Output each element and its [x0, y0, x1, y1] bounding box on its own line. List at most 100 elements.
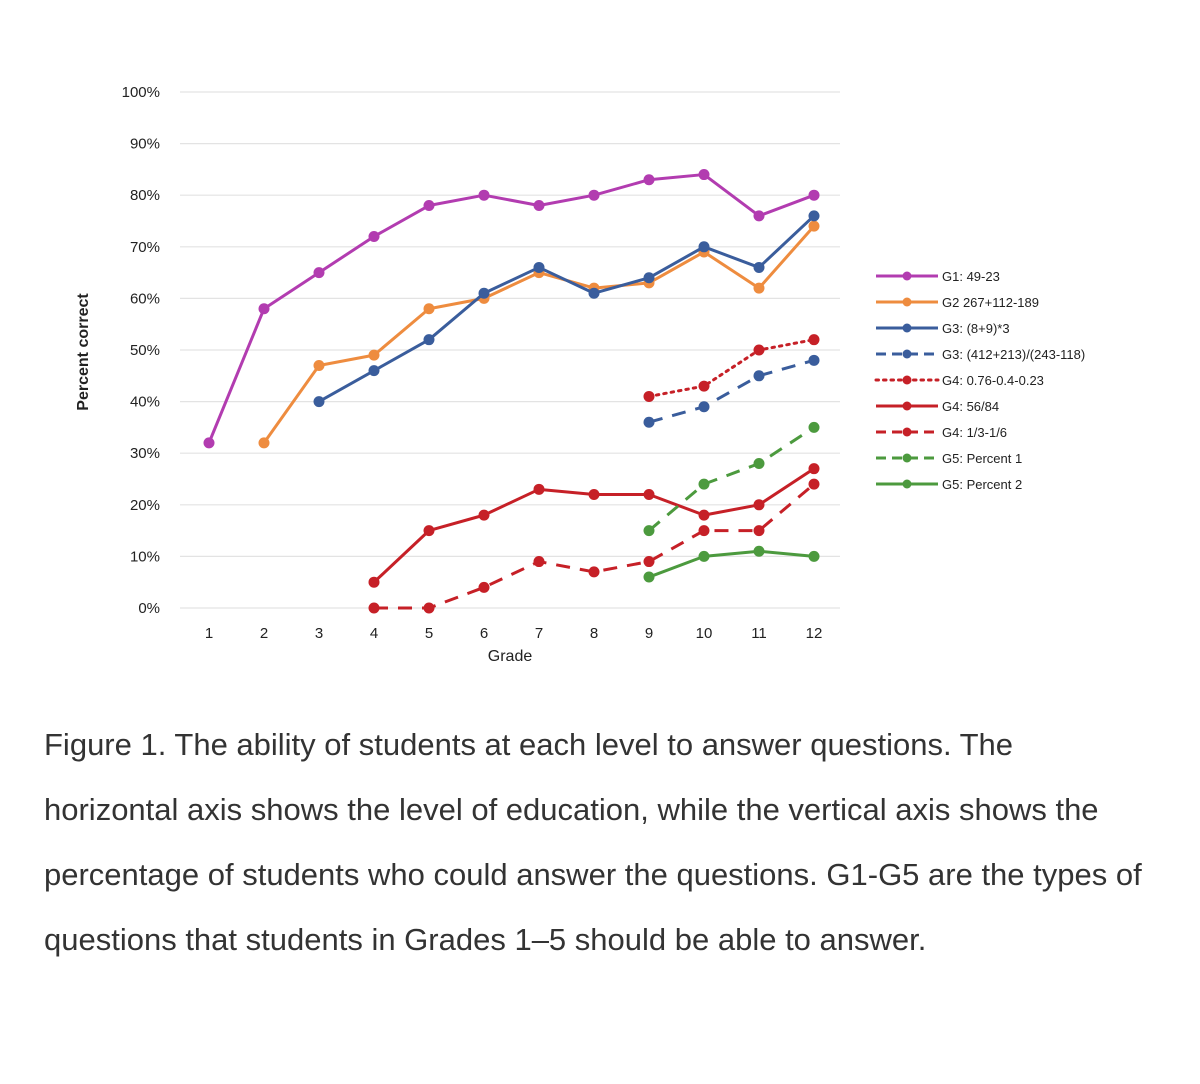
data-point [808, 210, 820, 222]
y-tick-label: 0% [138, 600, 160, 617]
legend-item: G2 267+112-189 [876, 295, 1039, 310]
series-line [207, 173, 815, 444]
data-point [808, 478, 820, 490]
data-point [698, 401, 710, 413]
data-point [698, 380, 710, 392]
legend-label: G1: 49-23 [942, 269, 1000, 284]
legend-label: G4: 0.76-0.4-0.23 [942, 373, 1044, 388]
data-point [698, 550, 710, 562]
data-point [368, 602, 380, 614]
x-tick-label: 4 [370, 625, 378, 642]
legend-label: G5: Percent 2 [942, 477, 1022, 492]
data-point [203, 437, 215, 449]
data-point [643, 556, 655, 568]
series-line [647, 338, 816, 398]
data-point [753, 210, 765, 222]
data-point [423, 602, 435, 614]
data-point [753, 525, 765, 537]
data-point [808, 421, 820, 433]
data-point [368, 365, 380, 377]
y-tick-label: 70% [130, 239, 160, 256]
series-line [372, 467, 815, 584]
series-line [374, 483, 815, 610]
x-tick-label: 6 [480, 625, 488, 642]
data-point [478, 287, 490, 299]
data-point [533, 556, 545, 568]
legend-item: G3: (8+9)*3 [876, 321, 1010, 336]
y-axis-tick-labels: 0% 10% 20% 30% 40% 50% 60% 70% 80% 90% 100% [122, 84, 160, 617]
y-tick-label: 100% [122, 84, 160, 101]
x-tick-label: 9 [645, 625, 653, 642]
x-tick-label: 11 [751, 625, 767, 642]
legend-label: G4: 56/84 [942, 399, 999, 414]
y-tick-label: 80% [130, 187, 160, 204]
data-point [423, 303, 435, 315]
legend-marker [902, 427, 912, 437]
data-point [588, 287, 600, 299]
legend-item: G4: 1/3-1/6 [876, 425, 1007, 440]
series-6 [368, 463, 820, 588]
legend-marker [902, 479, 912, 489]
data-point [533, 483, 545, 495]
data-point [808, 354, 820, 366]
data-point [643, 525, 655, 537]
data-point [698, 478, 710, 490]
y-tick-label: 30% [130, 445, 160, 462]
data-point [753, 545, 765, 557]
x-tick-label: 10 [696, 625, 713, 642]
legend-item: G1: 49-23 [876, 269, 1000, 284]
series-line [648, 549, 815, 579]
series-line [648, 358, 815, 424]
data-point [258, 437, 270, 449]
data-point [643, 571, 655, 583]
x-tick-label: 1 [205, 625, 213, 642]
legend-marker [902, 271, 912, 281]
legend-item: G4: 0.76-0.4-0.23 [874, 373, 1044, 388]
series-8 [643, 421, 820, 537]
data-point [753, 499, 765, 511]
data-point [698, 169, 710, 181]
y-tick-label: 90% [130, 136, 160, 153]
data-point [698, 241, 710, 253]
data-point [753, 282, 765, 294]
gridlines [180, 91, 840, 609]
x-tick-label: 12 [806, 625, 823, 642]
data-point [588, 189, 600, 201]
data-point [643, 390, 655, 402]
legend: G1: 49-23 G2 267+112-189 G3: (8+9)*3 G3: (4… [874, 269, 1085, 492]
legend-marker [902, 401, 912, 411]
y-tick-label: 60% [130, 290, 160, 307]
legend-marker [902, 375, 912, 385]
x-tick-label: 8 [590, 625, 598, 642]
data-point [258, 303, 270, 315]
data-point [423, 200, 435, 212]
data-point [313, 267, 325, 279]
legend-label: G5: Percent 1 [942, 451, 1022, 466]
series-3 [313, 210, 820, 408]
series-lines [203, 169, 820, 614]
series-5 [643, 334, 820, 402]
data-point [478, 189, 490, 201]
data-point [313, 359, 325, 371]
legend-marker [902, 349, 912, 359]
series-9 [643, 545, 820, 583]
data-point [423, 334, 435, 346]
x-tick-label: 3 [315, 625, 323, 642]
y-tick-label: 50% [130, 342, 160, 359]
legend-item: G4: 56/84 [876, 399, 999, 414]
figure-caption: Figure 1. The ability of students at eac… [44, 727, 1142, 957]
data-point [313, 396, 325, 408]
series-line [648, 426, 815, 532]
data-point [698, 525, 710, 537]
y-tick-label: 10% [130, 548, 160, 565]
x-tick-label: 7 [535, 625, 543, 642]
y-axis-title: Percent correct [75, 293, 92, 411]
series-4 [643, 354, 820, 428]
data-point [423, 525, 435, 537]
data-point [753, 370, 765, 382]
x-tick-label: 5 [425, 625, 433, 642]
data-point [368, 576, 380, 588]
series-line [318, 214, 816, 403]
x-tick-label: 2 [260, 625, 268, 642]
